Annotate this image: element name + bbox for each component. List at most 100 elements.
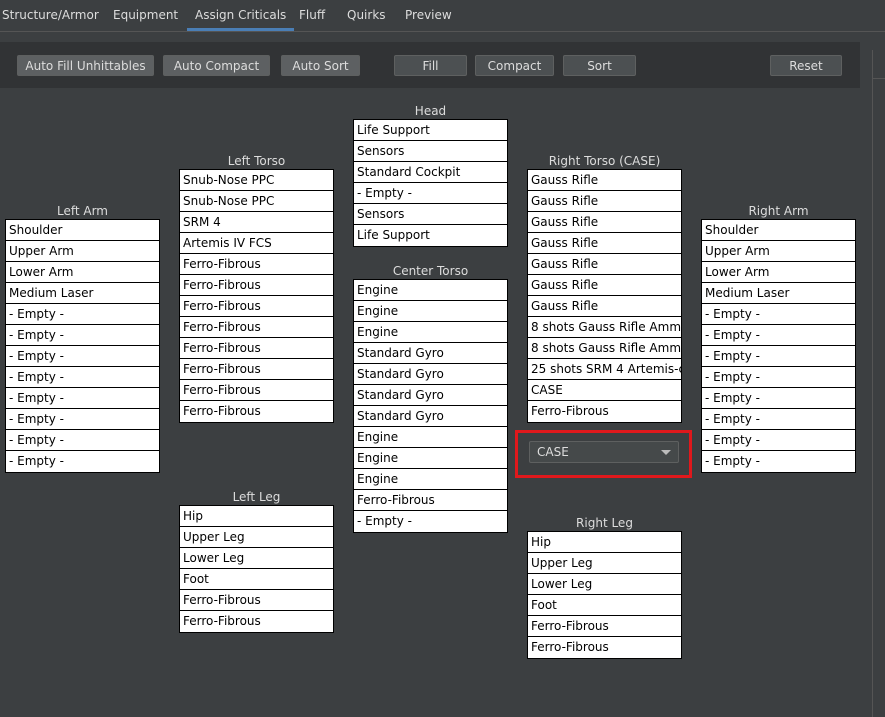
crit-slot[interactable]: Gauss Rifle bbox=[528, 191, 681, 212]
crit-slot[interactable]: Ferro-Fibrous bbox=[531, 640, 609, 654]
auto-compact-button[interactable]: Auto Compact bbox=[163, 55, 270, 76]
crit-slot[interactable]: Gauss Rifle bbox=[528, 233, 681, 254]
crit-slot[interactable]: Medium Laser bbox=[6, 283, 159, 304]
compact-button[interactable]: Compact bbox=[475, 55, 554, 76]
case-dropdown-value: CASE bbox=[537, 445, 569, 459]
left-leg-slot-list: Hip Upper Leg Lower Leg Foot Ferro-Fibrous Fe… bbox=[179, 505, 334, 633]
crit-slot[interactable]: Engine bbox=[354, 301, 507, 322]
crit-slot[interactable]: - Empty - bbox=[702, 430, 855, 451]
crit-slot[interactable]: Engine bbox=[354, 427, 507, 448]
crit-slot[interactable]: Standard Gyro bbox=[354, 343, 507, 364]
crit-slot[interactable]: Gauss Rifle bbox=[528, 254, 681, 275]
crit-slot[interactable]: - Empty - bbox=[6, 388, 159, 409]
crit-slot[interactable]: Upper Arm bbox=[6, 241, 159, 262]
crit-slot[interactable]: Hip bbox=[528, 532, 681, 553]
crit-slot[interactable]: 8 shots Gauss Rifle Ammo ... bbox=[528, 338, 681, 359]
crit-slot[interactable]: Shoulder bbox=[702, 220, 855, 241]
crit-slot[interactable]: - Empty - bbox=[354, 183, 507, 204]
crit-slot[interactable]: Gauss Rifle bbox=[528, 212, 681, 233]
crit-slot[interactable]: - Empty - bbox=[702, 409, 855, 430]
tab-structure-armor[interactable]: Structure/Armor bbox=[2, 8, 99, 22]
crit-slot[interactable]: - Empty - bbox=[702, 346, 855, 367]
crit-slot[interactable]: Ferro-Fibrous bbox=[531, 404, 609, 418]
crit-slot[interactable]: Standard Gyro bbox=[354, 364, 507, 385]
crit-slot[interactable]: 8 shots Gauss Rifle Ammo ... bbox=[528, 317, 681, 338]
location-center-torso: Center Torso Engine Engine Engine Standard G… bbox=[353, 264, 508, 533]
crit-slot[interactable]: Standard Gyro bbox=[354, 385, 507, 406]
head-slot-list: Life Support Sensors Standard Cockpit - Emp… bbox=[353, 119, 508, 247]
crit-slot[interactable]: Lower Leg bbox=[528, 574, 681, 595]
crit-slot[interactable]: Sensors bbox=[354, 141, 507, 162]
crit-slot[interactable]: Standard Cockpit bbox=[354, 162, 507, 183]
crit-slot[interactable]: Engine bbox=[354, 280, 507, 301]
crit-slot[interactable]: - Empty - bbox=[9, 454, 64, 468]
crit-slot[interactable]: Ferro-Fibrous bbox=[180, 317, 333, 338]
crit-slot[interactable]: Upper Leg bbox=[528, 553, 681, 574]
case-dropdown[interactable]: CASE bbox=[529, 441, 679, 463]
crit-slot[interactable]: Foot bbox=[528, 595, 681, 616]
crit-slot[interactable]: Gauss Rifle bbox=[528, 170, 681, 191]
crit-slot[interactable]: - Empty - bbox=[702, 367, 855, 388]
crit-slot[interactable]: Ferro-Fibrous bbox=[180, 590, 333, 611]
crit-slot[interactable]: - Empty - bbox=[6, 409, 159, 430]
crit-slot[interactable]: - Empty - bbox=[6, 304, 159, 325]
crit-slot[interactable]: Ferro-Fibrous bbox=[180, 254, 333, 275]
crit-slot[interactable]: Medium Laser bbox=[702, 283, 855, 304]
crit-slot[interactable]: - Empty - bbox=[6, 367, 159, 388]
crit-slot[interactable]: Ferro-Fibrous bbox=[180, 338, 333, 359]
crit-slot[interactable]: 25 shots SRM 4 Artemis-ca... bbox=[528, 359, 681, 380]
crit-slot[interactable]: Ferro-Fibrous bbox=[354, 490, 507, 511]
crit-slot[interactable]: Ferro-Fibrous bbox=[180, 275, 333, 296]
right-torso-title: Right Torso (CASE) bbox=[548, 154, 661, 168]
crit-slot[interactable]: Ferro-Fibrous bbox=[183, 404, 261, 418]
crit-slot[interactable]: CASE bbox=[528, 380, 681, 401]
tab-assign-criticals[interactable]: Assign Criticals bbox=[187, 8, 295, 31]
crit-slot[interactable]: Sensors bbox=[354, 204, 507, 225]
scrollbar[interactable] bbox=[872, 50, 885, 717]
crit-slot[interactable]: Snub-Nose PPC bbox=[180, 170, 333, 191]
sort-button[interactable]: Sort bbox=[563, 55, 636, 76]
crit-slot[interactable]: Hip bbox=[180, 506, 333, 527]
crit-slot[interactable]: Gauss Rifle bbox=[528, 296, 681, 317]
crit-slot[interactable]: - Empty - bbox=[702, 325, 855, 346]
crit-slot[interactable]: Standard Gyro bbox=[354, 406, 507, 427]
crit-slot[interactable]: Gauss Rifle bbox=[528, 275, 681, 296]
crit-slot[interactable]: Life Support bbox=[354, 120, 507, 141]
tab-preview[interactable]: Preview bbox=[405, 8, 452, 22]
crit-slot[interactable]: Snub-Nose PPC bbox=[180, 191, 333, 212]
fill-button[interactable]: Fill bbox=[394, 55, 467, 76]
crit-slot[interactable]: Engine bbox=[354, 322, 507, 343]
crit-slot[interactable]: - Empty - bbox=[705, 454, 760, 468]
crit-slot[interactable]: Upper Leg bbox=[180, 527, 333, 548]
location-head: Head Life Support Sensors Standard Cockpit -… bbox=[353, 104, 508, 247]
tab-equipment[interactable]: Equipment bbox=[113, 8, 179, 22]
crit-slot[interactable]: Lower Arm bbox=[6, 262, 159, 283]
crit-slot[interactable]: Upper Arm bbox=[702, 241, 855, 262]
crit-slot[interactable]: - Empty - bbox=[6, 325, 159, 346]
crit-slot[interactable]: Ferro-Fibrous bbox=[180, 359, 333, 380]
crit-slot[interactable]: - Empty - bbox=[357, 514, 412, 528]
crit-slot[interactable]: Foot bbox=[180, 569, 333, 590]
crit-slot[interactable]: Lower Leg bbox=[180, 548, 333, 569]
reset-button[interactable]: Reset bbox=[770, 55, 842, 76]
crit-slot[interactable]: Ferro-Fibrous bbox=[528, 616, 681, 637]
crit-slot[interactable]: Engine bbox=[354, 448, 507, 469]
crit-slot[interactable]: - Empty - bbox=[6, 430, 159, 451]
tab-fluff[interactable]: Fluff bbox=[299, 8, 326, 22]
crit-slot[interactable]: Engine bbox=[354, 469, 507, 490]
crit-slot[interactable]: Ferro-Fibrous bbox=[180, 296, 333, 317]
crit-slot[interactable]: Shoulder bbox=[6, 220, 159, 241]
crit-slot[interactable]: Ferro-Fibrous bbox=[183, 614, 261, 628]
crit-slot[interactable]: - Empty - bbox=[702, 304, 855, 325]
crit-slot[interactable]: Ferro-Fibrous bbox=[180, 380, 333, 401]
crit-slot[interactable]: SRM 4 bbox=[180, 212, 333, 233]
tab-quirks[interactable]: Quirks bbox=[347, 8, 386, 22]
crit-slot[interactable]: - Empty - bbox=[6, 346, 159, 367]
crit-slot[interactable]: Artemis IV FCS bbox=[180, 233, 333, 254]
crit-slot[interactable]: Lower Arm bbox=[702, 262, 855, 283]
location-right-leg: Right Leg Hip Upper Leg Lower Leg Foot Ferro-… bbox=[527, 516, 682, 659]
auto-sort-button[interactable]: Auto Sort bbox=[281, 55, 360, 76]
crit-slot[interactable]: Life Support bbox=[357, 228, 430, 242]
auto-fill-unhittables-button[interactable]: Auto Fill Unhittables bbox=[17, 55, 154, 76]
crit-slot[interactable]: - Empty - bbox=[702, 388, 855, 409]
